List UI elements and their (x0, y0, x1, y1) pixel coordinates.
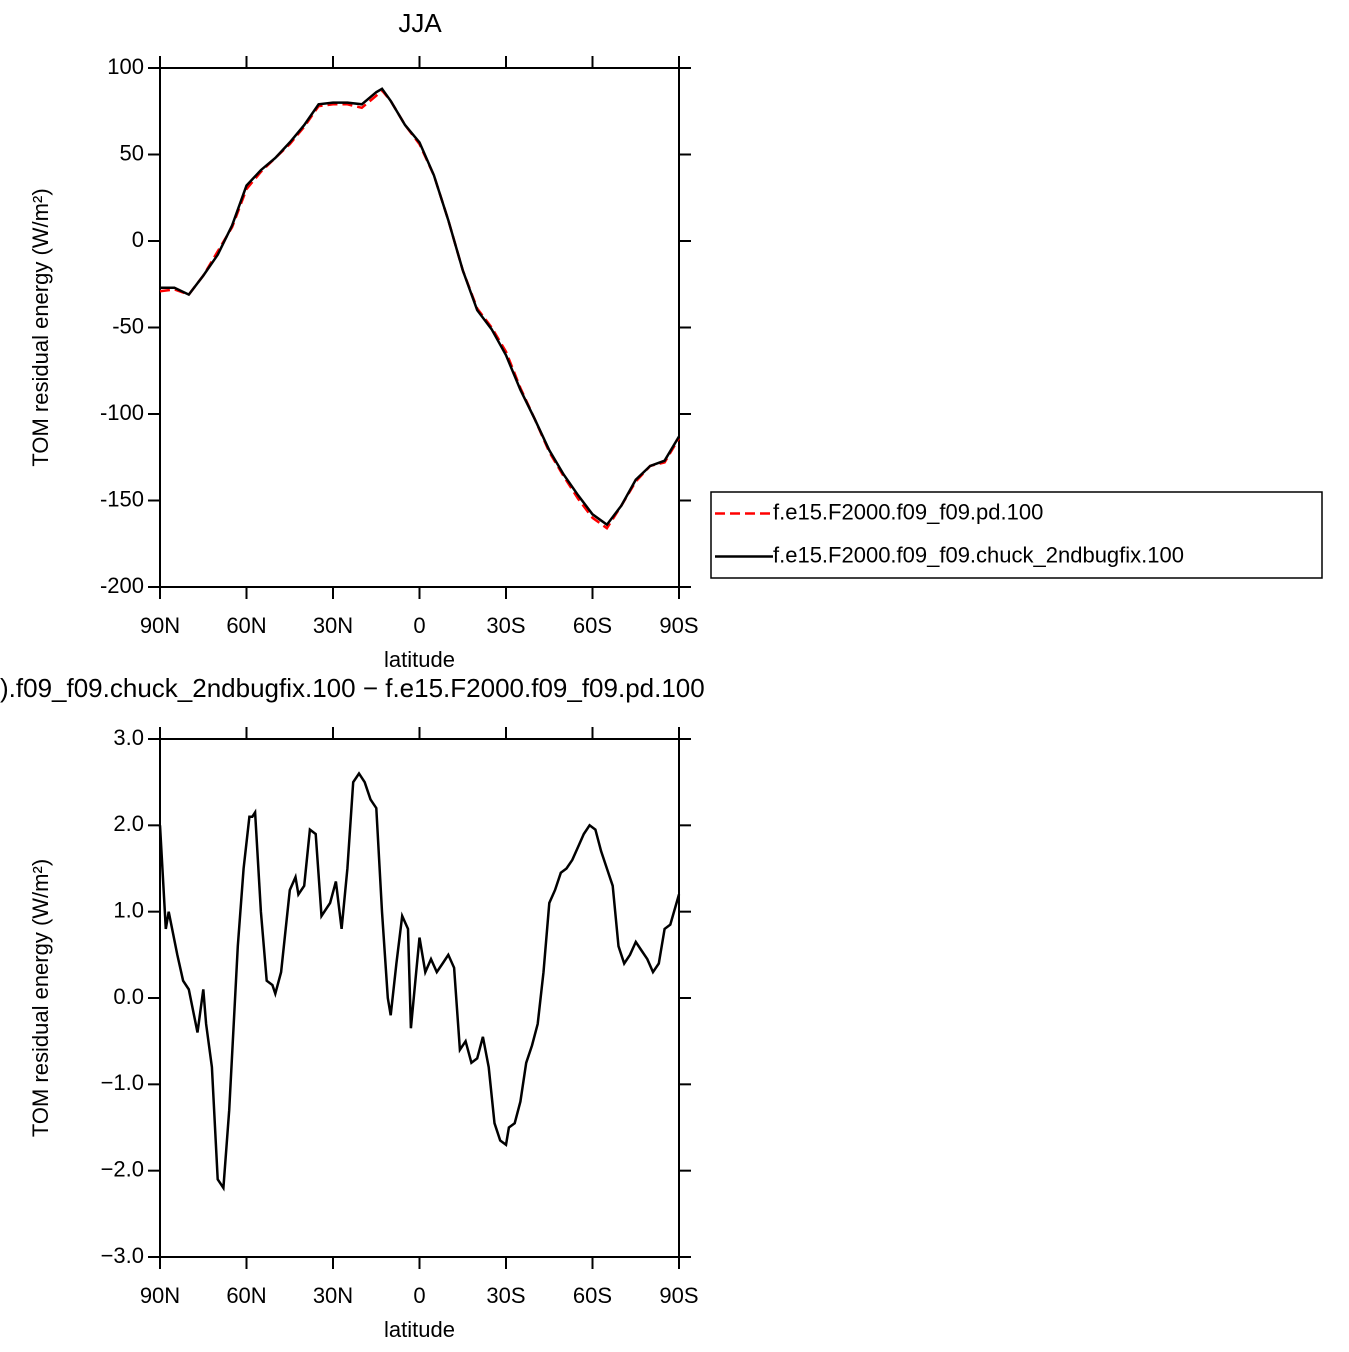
x-tick-label: 90N (140, 613, 180, 638)
legend-box (710, 491, 1323, 579)
y-tick-label: −2.0 (101, 1156, 144, 1181)
x-tick-label: 90S (659, 613, 698, 638)
data-line (159, 88, 681, 530)
x-tick-label: 90N (140, 1283, 180, 1308)
x-tick-label: 0 (413, 1283, 425, 1308)
x-tick-label: 0 (413, 613, 425, 638)
y-tick-label: 100 (107, 54, 144, 79)
y-axis-label: TOM residual energy (W/m²) (28, 859, 53, 1137)
x-tick-label: 30S (486, 1283, 525, 1308)
y-tick-label: 0 (132, 227, 144, 252)
y-tick-label: 0.0 (113, 984, 144, 1009)
y-tick-label: 1.0 (113, 897, 144, 922)
y-tick-label: -150 (100, 486, 144, 511)
x-tick-label: 60N (226, 613, 266, 638)
y-tick-label: 2.0 (113, 811, 144, 836)
y-axis-label: TOM residual energy (W/m²) (28, 188, 53, 466)
data-line (158, 771, 681, 1192)
x-tick-label: 30S (486, 613, 525, 638)
y-tick-label: −1.0 (101, 1070, 144, 1095)
plot-frame (159, 738, 680, 1258)
data-line (160, 87, 681, 527)
x-tick-label: 30N (313, 613, 353, 638)
chart-title: ).f09_f09.chuck_2ndbugfix.100 − f.e15.F2… (0, 673, 705, 703)
legend-label: f.e15.F2000.f09_f09.chuck_2ndbugfix.100 (773, 542, 1184, 567)
y-tick-label: −3.0 (101, 1243, 144, 1268)
y-tick-label: -50 (112, 313, 144, 338)
y-tick-label: -200 (100, 573, 144, 598)
y-tick-label: -100 (100, 400, 144, 425)
x-tick-label: 30N (313, 1283, 353, 1308)
y-tick-label: 50 (120, 140, 144, 165)
x-tick-label: 60S (573, 613, 612, 638)
x-tick-label: 60S (573, 1283, 612, 1308)
x-axis-label: latitude (384, 1317, 455, 1342)
x-tick-label: 90S (659, 1283, 698, 1308)
x-axis-label: latitude (384, 647, 455, 672)
chart-title: JJA (398, 8, 442, 38)
x-tick-label: 60N (226, 1283, 266, 1308)
legend-label: f.e15.F2000.f09_f09.pd.100 (773, 499, 1043, 524)
y-tick-label: 3.0 (113, 725, 144, 750)
